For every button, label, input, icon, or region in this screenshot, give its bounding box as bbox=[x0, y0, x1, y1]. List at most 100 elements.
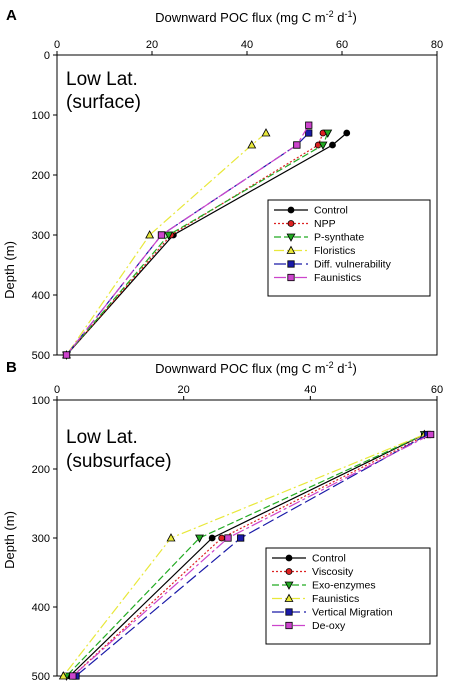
panel-b-x-tick-label: 60 bbox=[431, 384, 443, 396]
panel-b-legend-item: Faunistics bbox=[272, 593, 359, 605]
panel-b-series-line bbox=[66, 433, 425, 677]
panel-b-legend-label: Exo-enzymes bbox=[312, 580, 376, 592]
panel-a: A Downward POC flux (mg C m-2 d-1) Depth… bbox=[2, 7, 443, 362]
panel-a-label: A bbox=[6, 7, 17, 24]
panel-b-data-point bbox=[208, 534, 216, 542]
panel-a-legend-label: Faunistics bbox=[314, 272, 361, 284]
panel-a-x-tick-label: 60 bbox=[336, 39, 348, 51]
panel-a-y-axis-label: Depth (m) bbox=[2, 241, 17, 299]
panel-b-legend-item: De-oxy bbox=[272, 620, 346, 632]
panel-b-x-tick-label: 40 bbox=[304, 384, 316, 396]
panel-b-x-axis-label-mid: d bbox=[334, 361, 345, 376]
panel-a-series-line bbox=[66, 132, 267, 356]
panel-a-x-axis-label-mid: d bbox=[334, 10, 345, 25]
panel-b-x-axis-label-main: Downward POC flux (mg C m bbox=[155, 361, 325, 376]
panel-b-legend-label: Viscosity bbox=[312, 566, 354, 578]
panel-b-data-point bbox=[427, 430, 435, 439]
panel-a-series bbox=[62, 121, 351, 360]
panel-a-legend-swatch-marker bbox=[287, 206, 295, 214]
panel-a-series-5 bbox=[62, 121, 313, 359]
panel-a-y-tick-label: 0 bbox=[44, 50, 50, 62]
panel-a-data-point bbox=[305, 129, 313, 137]
panel-b-y-tick-label: 100 bbox=[32, 395, 50, 407]
panel-a-x-tick-label: 80 bbox=[431, 39, 443, 51]
panel-a-y-tick-label: 400 bbox=[32, 290, 50, 302]
panel-b-label: B bbox=[6, 359, 17, 376]
panel-b-y-tick-label: 200 bbox=[32, 464, 50, 476]
panel-a-annotation-line-2: (surface) bbox=[66, 92, 141, 113]
panel-a-legend-item: Control bbox=[274, 205, 348, 217]
panel-b-y-tick-label: 300 bbox=[32, 533, 50, 545]
panel-a-legend-item: Floristics bbox=[274, 245, 355, 257]
panel-b-data-point bbox=[58, 671, 68, 680]
panel-a-legend-label: NPP bbox=[314, 218, 336, 230]
panel-a-annotation: Low Lat. (surface) bbox=[66, 69, 141, 113]
panel-a-data-point bbox=[293, 141, 301, 149]
panel-a-legend-swatch-marker bbox=[286, 245, 296, 254]
panel-a-legend-swatch-marker bbox=[287, 260, 295, 268]
panel-b-legend-swatch-marker bbox=[285, 554, 293, 562]
panel-b-legend-item: Exo-enzymes bbox=[272, 580, 376, 592]
panel-a-data-point bbox=[157, 231, 166, 239]
panel-b-data-point bbox=[195, 534, 204, 543]
panel-b-series bbox=[58, 429, 435, 681]
panel-a-x-axis-label-exp1: -2 bbox=[326, 9, 334, 19]
panel-a-series-line bbox=[66, 132, 329, 356]
panel-b-legend-label: Control bbox=[312, 553, 346, 565]
panel-a-data-point bbox=[323, 129, 333, 138]
panel-b-annotation-line-1: Low Lat. bbox=[66, 427, 138, 448]
panel-b-legend-swatch-marker bbox=[285, 621, 293, 630]
panel-a-ticks: 0 20 40 60 80 0 100 200 300 400 500 bbox=[32, 39, 443, 362]
panel-b-legend-item: Vertical Migration bbox=[272, 607, 393, 619]
panel-b-data-point bbox=[69, 672, 77, 680]
panel-b-legend-label: De-oxy bbox=[312, 620, 346, 632]
panel-b-data-point bbox=[224, 534, 232, 542]
panel-a-legend-item: P-synthate bbox=[274, 232, 364, 244]
panel-a-legend-label: Diff. vulnerability bbox=[314, 259, 392, 271]
panel-a-x-axis-label-end: ) bbox=[353, 10, 357, 25]
panel-a-x-tick-label: 40 bbox=[241, 39, 253, 51]
panel-a-series-line bbox=[66, 132, 324, 356]
panel-a-data-point bbox=[343, 129, 351, 137]
panel-a-data-point bbox=[145, 230, 155, 239]
panel-a-legend-item: Diff. vulnerability bbox=[274, 259, 392, 271]
panel-b-legend-box bbox=[265, 547, 431, 645]
panel-b-x-axis-label-exp2: -1 bbox=[344, 360, 352, 370]
panel-a-data-point bbox=[62, 351, 71, 359]
panel-a-x-axis-label: Downward POC flux (mg C m-2 d-1) bbox=[155, 9, 357, 25]
panel-b-legend-label: Vertical Migration bbox=[312, 607, 393, 619]
panel-a-legend-swatch-marker bbox=[287, 220, 295, 227]
panel-a-legend-item: Faunistics bbox=[274, 272, 361, 284]
panel-b-legend-item: Control bbox=[272, 553, 346, 565]
panel-b-legend-swatch-marker bbox=[285, 608, 293, 616]
panel-a-series-line bbox=[66, 132, 348, 356]
panel-b-ticks: 0 20 40 60 100 200 300 400 500 bbox=[32, 384, 443, 681]
panel-a-legend-item: NPP bbox=[274, 218, 336, 230]
panel-a-x-axis-label-main: Downward POC flux (mg C m bbox=[155, 10, 325, 25]
panel-b-x-axis-label-end: ) bbox=[353, 361, 357, 376]
panel-a-legend-box bbox=[267, 199, 431, 297]
panel-b-legend-swatch-marker bbox=[285, 568, 293, 575]
panel-a-x-axis-label-exp2: -1 bbox=[344, 9, 352, 19]
panel-b-annotation: Low Lat. (subsurface) bbox=[66, 427, 172, 472]
panel-a-legend-swatch-marker bbox=[286, 233, 296, 242]
panel-b-y-tick-label: 400 bbox=[32, 602, 50, 614]
panel-b-legend-swatch-marker bbox=[284, 581, 294, 590]
panel-b-annotation-line-2: (subsurface) bbox=[66, 451, 172, 472]
panel-b-data-point bbox=[166, 533, 176, 542]
panel-b-legend-item: Viscosity bbox=[272, 566, 354, 578]
panel-a-series-line bbox=[66, 124, 310, 356]
panel-a-legend-label: Floristics bbox=[314, 245, 355, 257]
panel-a-legend-label: Control bbox=[314, 205, 348, 217]
panel-a-data-point bbox=[305, 121, 313, 129]
panel-a-y-tick-label: 300 bbox=[32, 230, 50, 242]
panel-a-series-line bbox=[66, 132, 310, 356]
panel-a-x-tick-label: 20 bbox=[146, 39, 158, 51]
panel-b-data-point bbox=[237, 534, 245, 542]
panel-b-x-tick-label: 0 bbox=[54, 384, 60, 396]
panel-b-data-point bbox=[218, 534, 226, 542]
panel-b-y-axis-label: Depth (m) bbox=[2, 511, 17, 569]
